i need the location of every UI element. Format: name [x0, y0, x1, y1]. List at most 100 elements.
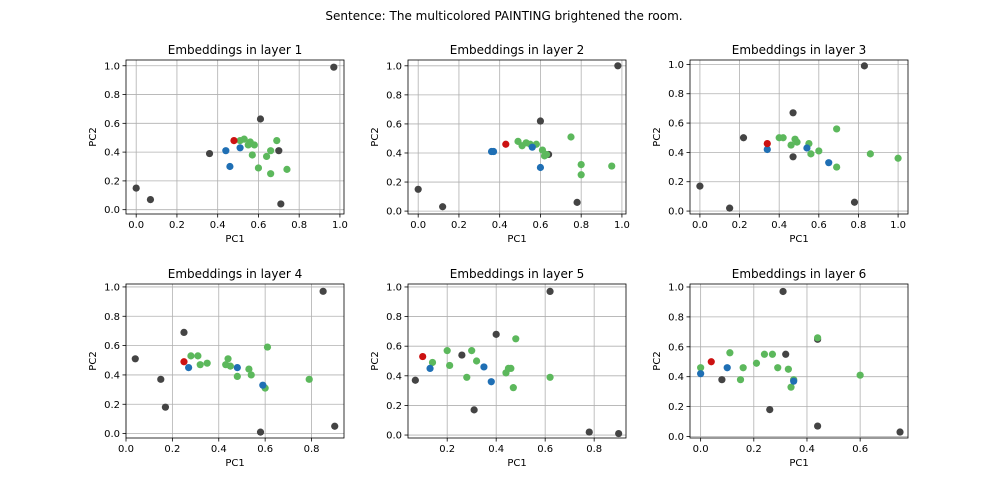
x-tick-label: 0.2 — [746, 444, 762, 455]
scatter-point-gray — [458, 351, 466, 359]
scatter-point-gray — [161, 403, 170, 411]
scatter-point-gray — [256, 115, 265, 123]
y-tick-label: 0.8 — [386, 312, 402, 323]
x-tick-label: 0.6 — [532, 220, 548, 231]
scatter-point-blue — [233, 364, 241, 372]
scatter-point-green — [546, 373, 554, 381]
scatter-point-green — [187, 352, 195, 360]
y-tick-label: 0.2 — [668, 177, 684, 188]
scatter-point-green — [697, 364, 705, 372]
scatter-point-red — [707, 358, 715, 366]
scatter-point-gray — [331, 422, 339, 430]
x-tick-label: 1.0 — [890, 220, 906, 231]
subplot-layer-4: 0.0 0.2 0.4 0.6 0.8 0.0 0.2 0.4 0.6 0.8 1.0 Embeddi… — [88, 267, 345, 469]
subplot-title: Embeddings in layer 2 — [450, 43, 584, 57]
scatter-point-green — [305, 375, 313, 383]
scatter-point-green — [240, 135, 248, 143]
y-tick-label: 0.8 — [104, 90, 120, 101]
scatter-point-red — [180, 358, 188, 366]
scatter-point-gray — [546, 287, 554, 296]
scatter-point-green — [273, 136, 281, 145]
scatter-point-gray — [779, 287, 787, 296]
x-tick-label: 0.6 — [257, 444, 273, 455]
plot-frame — [125, 283, 345, 439]
scatter-point-green — [894, 154, 902, 162]
scatter-point-gray — [585, 428, 593, 436]
scatter-point-blue — [803, 144, 811, 152]
plot-frame — [407, 59, 627, 215]
scatter-point-green — [463, 373, 471, 381]
scatter-point-blue — [790, 377, 798, 385]
x-tick-label: 0.4 — [488, 444, 504, 455]
y-tick-label: 1.0 — [668, 60, 684, 71]
scatter-point-blue — [487, 378, 495, 386]
x-tick-label: 0.8 — [573, 220, 589, 231]
subplot-title: Embeddings in layer 4 — [168, 267, 302, 281]
plot-frame — [689, 283, 909, 439]
scatter-point-red — [763, 140, 771, 148]
scatter-point-green — [793, 138, 801, 146]
y-tick-label: 0.0 — [104, 429, 120, 440]
x-tick-label: 0.8 — [586, 444, 602, 455]
y-tick-label: 0.8 — [668, 89, 684, 100]
subplot-title: Embeddings in layer 3 — [732, 43, 866, 57]
scatter-point-green — [247, 371, 255, 379]
scatter-point-green — [254, 164, 263, 172]
scatter-point-blue — [185, 364, 193, 372]
x-tick-label: 0.8 — [851, 220, 867, 231]
y-tick-label: 0.2 — [104, 176, 120, 187]
scatter-point-gray — [814, 422, 822, 430]
scatter-point-blue — [480, 363, 488, 371]
scatter-point-green — [807, 150, 815, 158]
x-tick-label: 0.8 — [291, 220, 307, 231]
scatter-point-gray — [615, 429, 623, 438]
scatter-point-blue — [723, 364, 731, 372]
y-tick-label: 0.2 — [104, 400, 120, 411]
scatter-point-red — [502, 140, 510, 148]
scatter-point-green — [245, 365, 253, 373]
scatter-point-green — [512, 335, 520, 343]
scatter-point-blue — [236, 144, 244, 152]
subplot-title: Embeddings in layer 5 — [450, 267, 584, 281]
y-tick-label: 0.4 — [386, 371, 402, 382]
x-tick-label: 0.0 — [693, 444, 709, 455]
y-axis-label: PC2 — [370, 351, 381, 370]
x-axis-label: PC1 — [507, 234, 526, 245]
x-tick-label: 0.0 — [128, 220, 144, 231]
scatter-point-gray — [256, 428, 265, 436]
y-tick-label: 0.2 — [668, 402, 684, 413]
scatter-point-gray — [131, 355, 139, 363]
scatter-point-blue — [259, 381, 267, 389]
scatter-point-green — [567, 133, 575, 141]
x-axis-label: PC1 — [225, 234, 244, 245]
plot-frame — [125, 59, 345, 215]
x-tick-label: 0.4 — [799, 444, 815, 455]
plot-frame — [689, 59, 909, 215]
x-tick-label: 0.4 — [211, 444, 227, 455]
plot-frame — [407, 283, 627, 439]
y-tick-label: 0.0 — [386, 431, 402, 442]
scatter-point-green — [739, 364, 747, 372]
scatter-point-green — [196, 361, 204, 369]
subplot-title: Embeddings in layer 6 — [732, 267, 866, 281]
scatter-point-green — [267, 147, 275, 155]
y-tick-label: 0.0 — [386, 207, 402, 218]
y-tick-label: 0.0 — [104, 205, 120, 216]
subplot-grid: 0.0 0.2 0.4 0.6 0.8 1.0 0.0 0.2 0.4 0.6 0.8 1.0 Embe… — [88, 43, 909, 469]
x-tick-label: 0.2 — [169, 220, 185, 231]
scatter-point-green — [752, 359, 761, 367]
scatter-point-green — [233, 372, 241, 380]
scatter-point-blue — [763, 145, 771, 154]
scatter-point-gray — [470, 406, 478, 414]
scatter-point-green — [779, 134, 787, 142]
scatter-point-blue — [426, 364, 434, 373]
y-tick-label: 0.8 — [386, 90, 402, 101]
subplot-layer-2: 0.0 0.2 0.4 0.6 0.8 1.0 0.0 0.2 0.4 0.6 0.8 1.0 Embe… — [370, 43, 630, 245]
x-tick-label: 0.0 — [692, 220, 708, 231]
scatter-point-gray — [739, 134, 748, 142]
x-tick-label: 0.6 — [537, 444, 553, 455]
scatter-point-green — [443, 347, 451, 355]
scatter-point-green — [833, 163, 841, 171]
y-tick-label: 0.2 — [386, 178, 402, 189]
